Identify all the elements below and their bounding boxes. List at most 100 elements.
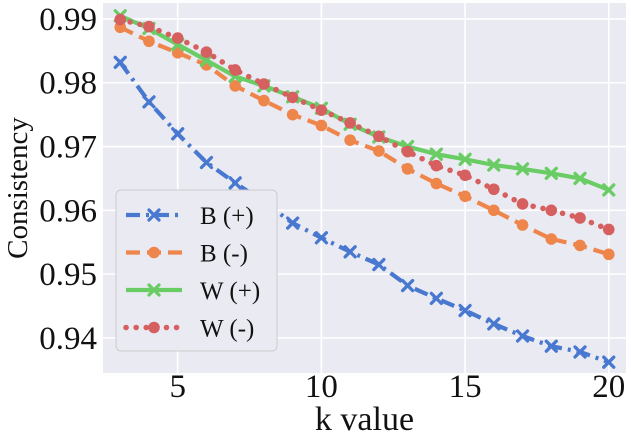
data-point-w-stroke (602, 183, 616, 197)
y-tick-label: 0.99 (39, 2, 97, 38)
data-point-b (545, 233, 558, 245)
data-point-b-stroke (429, 291, 443, 306)
data-point-w-stroke (515, 162, 530, 176)
data-point-w (114, 13, 127, 26)
data-point-w (315, 104, 328, 116)
data-point-w (515, 162, 530, 176)
data-point-b (430, 177, 443, 190)
data-point-b (372, 257, 386, 272)
y-tick-label: 0.98 (39, 66, 97, 102)
data-point-b (171, 127, 185, 141)
data-point-b (286, 108, 299, 121)
legend-box (115, 189, 278, 352)
data-point-w (200, 46, 213, 58)
data-point-b (574, 239, 586, 252)
data-point-b-stroke (314, 231, 329, 245)
x-tick-label: 15 (449, 369, 482, 405)
data-point-b (229, 80, 241, 92)
legend-marker-w (147, 283, 161, 297)
legend-label-w: W (+) (200, 278, 260, 305)
data-point-b (314, 231, 329, 245)
data-point-w (516, 198, 529, 210)
data-point-w (229, 64, 241, 76)
data-point-b-stroke (544, 339, 558, 353)
data-point-b-stroke (515, 329, 530, 343)
data-point-b (373, 145, 385, 157)
data-point-w (344, 117, 356, 129)
legend-label-w: W (-) (200, 316, 254, 343)
data-point-b (171, 46, 184, 59)
data-point-b (602, 355, 616, 369)
data-point-b (315, 119, 328, 132)
y-tick-label: 0.97 (39, 130, 97, 166)
legend-marker-b (148, 246, 160, 259)
data-point-b (573, 345, 587, 359)
data-point-w (488, 183, 500, 196)
series-group (113, 9, 616, 369)
data-point-b-stroke (228, 176, 242, 190)
data-point-b (228, 176, 242, 190)
x-tick-label: 20 (592, 369, 625, 405)
data-point-b (199, 155, 214, 170)
x-tick-label: 5 (169, 369, 186, 405)
data-point-b (458, 303, 472, 318)
data-point-b-stroke (602, 355, 616, 369)
data-point-b-stroke (199, 155, 214, 170)
data-point-b (602, 248, 615, 261)
legend-label-b: B (-) (200, 241, 248, 268)
data-point-b (515, 329, 530, 343)
data-point-w-stroke (487, 158, 501, 172)
data-point-b-stroke (142, 95, 156, 109)
data-point-w (401, 145, 414, 158)
y-axis-label: Consistency (2, 117, 34, 259)
data-point-b (544, 339, 558, 353)
data-point-w (459, 169, 471, 182)
legend-marker-b-stroke (147, 208, 161, 222)
data-point-w (199, 53, 214, 68)
y-tick-label: 0.95 (39, 257, 97, 293)
data-point-b (488, 204, 500, 217)
y-tick-label: 0.96 (39, 193, 97, 229)
data-point-w (545, 204, 558, 217)
data-point-b-stroke (487, 317, 501, 331)
data-point-w (487, 158, 501, 172)
data-point-b-stroke (400, 278, 415, 293)
data-point-b (400, 278, 415, 293)
data-point-b-stroke (573, 345, 587, 359)
data-point-b-stroke (343, 245, 357, 259)
data-point-b (343, 245, 357, 259)
data-point-w (602, 223, 615, 236)
data-point-w (544, 166, 558, 180)
data-point-w-stroke (199, 53, 214, 68)
x-tick-labels: 5 10 15 20 (169, 369, 625, 405)
x-tick-label: 10 (305, 369, 338, 405)
data-point-b (516, 219, 529, 231)
data-point-w (458, 152, 472, 166)
data-point-w (574, 212, 586, 224)
data-point-w-stroke (544, 166, 558, 180)
data-point-w-stroke (458, 152, 472, 166)
data-point-b (142, 95, 156, 109)
data-point-b (429, 291, 443, 306)
data-point-b-stroke (372, 257, 386, 272)
y-tick-label: 0.94 (39, 321, 97, 357)
data-point-b-stroke (286, 216, 300, 230)
legend-label-b: B (+) (200, 203, 254, 230)
data-point-w (286, 91, 299, 104)
data-point-b (487, 317, 501, 331)
data-point-w (602, 183, 616, 197)
data-point-w-stroke (573, 171, 587, 186)
data-point-b-stroke (113, 55, 127, 69)
data-point-b (113, 55, 127, 69)
x-axis-label: k value (315, 401, 414, 438)
data-point-w (573, 171, 587, 186)
data-point-w (171, 32, 184, 44)
data-point-w (430, 159, 443, 172)
legend: B (+) B (-) W (+) W (-) (115, 189, 278, 352)
data-point-w (373, 130, 385, 143)
y-tick-labels: 0.94 0.95 0.96 0.97 0.98 0.99 (39, 2, 97, 357)
legend-marker-b (147, 208, 161, 222)
data-point-w (258, 78, 270, 90)
data-point-b (344, 134, 356, 146)
